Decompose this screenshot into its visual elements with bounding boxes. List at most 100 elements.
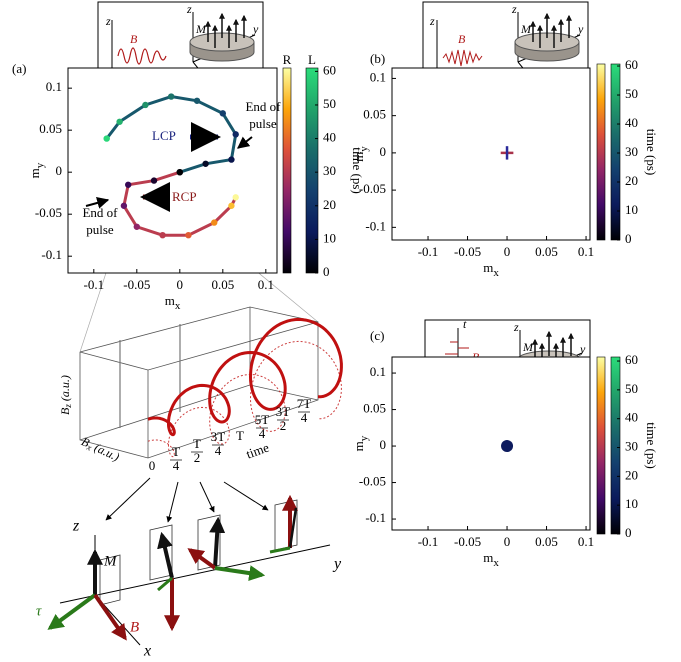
- colorbar-tick-label: 20: [323, 197, 336, 212]
- spins: [530, 12, 572, 48]
- curve-point: [228, 202, 235, 209]
- annotation: End of: [82, 205, 118, 220]
- y-axis-label-sub: y: [358, 435, 370, 441]
- x-axis-label: mx: [483, 260, 499, 279]
- plot-frame: [391, 67, 591, 241]
- plot-frame: [391, 356, 591, 531]
- colorbar-tick-label: 50: [323, 96, 336, 111]
- x-tick-label: 0: [177, 277, 184, 292]
- x-axis-label: mx: [483, 550, 499, 569]
- colorbar-name: L: [308, 52, 316, 67]
- time-tick-label: T: [172, 444, 180, 459]
- colorbar-tick-label: 20: [625, 467, 638, 482]
- curve-point: [193, 97, 201, 104]
- vector-label: τ⃗: [36, 603, 53, 619]
- zoom-y-label: Bz (a.u.): [58, 375, 73, 415]
- colorbar-tick-label: 60: [625, 57, 638, 72]
- x-axis-label: mx: [165, 293, 181, 312]
- time-tick-label: 4: [173, 458, 180, 473]
- x-tick-label: 0: [504, 244, 511, 259]
- time-tick-label: 4: [259, 426, 266, 441]
- x-axis-label-main: m: [483, 260, 493, 275]
- colorbar: [596, 356, 606, 535]
- annotation: pulse: [249, 116, 277, 131]
- inset-label: y: [577, 22, 584, 36]
- b-vector: [93, 593, 127, 641]
- vector-label: x: [143, 643, 151, 660]
- colorbar-tick-label: 50: [625, 86, 638, 101]
- y-tick-label: 0.05: [363, 401, 386, 416]
- tau-vector: [157, 576, 173, 592]
- y-tick-label: -0.05: [35, 205, 62, 220]
- y-tick-label: 0: [56, 163, 63, 178]
- time-tick-label: 4: [301, 410, 308, 425]
- colorbar-label: time (ps): [644, 422, 659, 469]
- helix-projection: [147, 340, 342, 458]
- curve: [105, 95, 238, 174]
- x-tick-label: 0.1: [578, 534, 594, 549]
- x-tick-label: -0.05: [454, 534, 481, 549]
- colorbar-tick-label: 60: [625, 352, 638, 367]
- zoom-time-label: time: [244, 439, 271, 461]
- x-tick-label: -0.1: [418, 534, 439, 549]
- colorbar: [282, 67, 292, 274]
- colorbar: [596, 63, 606, 241]
- colorbar-tick-label: 40: [625, 115, 638, 130]
- inset-label: z: [105, 14, 111, 28]
- colorbar-tick-label: 30: [625, 144, 638, 159]
- tau-vector: [269, 546, 291, 554]
- curve-point: [103, 135, 110, 142]
- time-tick-label: T: [236, 428, 244, 443]
- panel-label: (b): [370, 51, 385, 66]
- y-tick-label: -0.05: [359, 181, 386, 196]
- time-tick-label: 2: [194, 450, 201, 465]
- plane: [99, 499, 298, 606]
- colorbar: [305, 67, 319, 274]
- box: [79, 306, 319, 459]
- y-tick-label: -0.05: [359, 474, 386, 489]
- curve-point: [125, 181, 132, 188]
- x-tick-label: -0.1: [418, 244, 439, 259]
- curve-point: [133, 223, 141, 230]
- colorbar-tick-label: 0: [323, 264, 330, 279]
- spins: [205, 12, 247, 48]
- x-tick-label: -0.05: [123, 277, 150, 292]
- y-tick-label: -0.1: [365, 218, 386, 233]
- x-tick-label: 0.05: [535, 244, 558, 259]
- x-axis-label-sub: x: [493, 557, 499, 569]
- curve-point: [150, 177, 158, 184]
- colorbar-tick-label: 60: [323, 62, 336, 77]
- x-axis-label-main: m: [165, 293, 175, 308]
- b-vector: [187, 548, 217, 570]
- x-axis-label-sub: x: [493, 267, 499, 279]
- time-tick-label: 3T: [211, 429, 226, 444]
- annotation: pulse: [86, 222, 114, 237]
- y-axis-label: my: [351, 146, 370, 162]
- y-axis-label-sub: y: [358, 146, 370, 152]
- curve-point: [168, 93, 175, 100]
- colorbar-tick-label: 50: [625, 381, 638, 396]
- curve-point: [232, 194, 239, 201]
- inset-label: M⃗: [195, 22, 215, 36]
- time-tick-label: T: [193, 436, 201, 451]
- m-vector: [209, 516, 226, 569]
- curve-point: [211, 219, 218, 226]
- inset-label: y: [252, 22, 259, 36]
- annotation-arrow: [237, 136, 253, 149]
- curve-point: [120, 202, 128, 209]
- annotation: RCP: [172, 189, 197, 204]
- x-tick-label: 0.1: [578, 244, 594, 259]
- y-tick-label: 0.1: [370, 364, 386, 379]
- vector-label: B⃗: [130, 619, 151, 635]
- curve-point: [159, 231, 166, 239]
- colorbar-tick-label: 10: [625, 496, 638, 511]
- curve-point: [176, 168, 184, 176]
- tau-vector: [214, 565, 266, 582]
- curve-point: [202, 160, 209, 167]
- panel-label: (c): [370, 328, 384, 343]
- x-tick-label: -0.1: [84, 277, 105, 292]
- y-tick-label: 0.1: [46, 79, 62, 94]
- colorbar-tick-label: 0: [625, 525, 632, 540]
- annotation: End of: [245, 99, 281, 114]
